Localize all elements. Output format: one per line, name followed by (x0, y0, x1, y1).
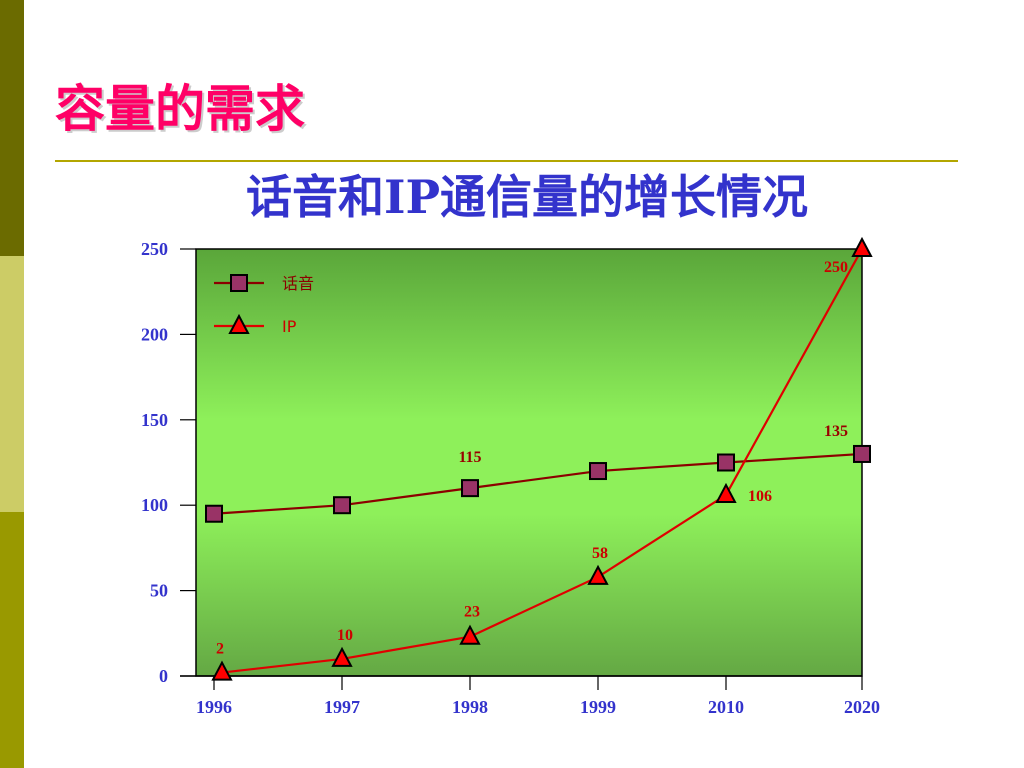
x-tick-label: 1996 (196, 697, 232, 717)
data-point (715, 482, 737, 503)
series-layer (205, 236, 873, 681)
x-tick-label: 2010 (708, 697, 744, 717)
legend-marker (230, 274, 248, 292)
series-line (213, 452, 863, 515)
y-tick-label: 150 (141, 410, 168, 430)
plot-area (195, 248, 863, 677)
y-tick-label: 100 (141, 495, 168, 515)
slide-title: 容量的需求 (55, 80, 305, 138)
legend-label: IP (282, 317, 297, 336)
data-point (587, 564, 609, 585)
data-point (717, 453, 735, 472)
data-point (853, 444, 871, 463)
y-tick-label: 200 (141, 324, 168, 344)
sidebar-band-top (0, 0, 24, 256)
x-tick-label: 1998 (452, 697, 488, 717)
legend-item: 话音 (214, 274, 314, 293)
series-ip (211, 236, 873, 681)
data-label-ip: 2 (216, 641, 224, 658)
sidebar-decoration (0, 0, 24, 768)
y-tick-label: 250 (141, 239, 168, 259)
x-tick-label: 1997 (324, 697, 360, 717)
data-point (459, 624, 481, 645)
x-tick-label: 1999 (580, 697, 616, 717)
series-line (221, 248, 863, 674)
data-label-ip: 10 (337, 627, 353, 644)
data-point (851, 236, 873, 257)
axes: 0 50 100 150 200 250 1996 1997 1998 1999 2010 2020 (141, 239, 880, 717)
legend: 话音 IP (214, 274, 314, 336)
data-point (461, 479, 479, 498)
x-tick-label: 2020 (844, 697, 880, 717)
data-label-ip: 23 (464, 604, 480, 621)
legend-label: 话音 (282, 274, 314, 293)
data-label-ip: 58 (592, 545, 608, 562)
series-voice (205, 444, 871, 523)
data-point (331, 646, 353, 667)
sidebar-band-bottom (0, 512, 24, 768)
sidebar-band-middle (0, 256, 24, 512)
data-point (333, 496, 351, 515)
data-labels: 115 135 2 10 23 58 106 250 (216, 259, 848, 658)
data-point (589, 462, 607, 481)
legend-item: IP (214, 313, 297, 336)
chart-title: 话音和IP通信量的增长情况 (245, 170, 809, 224)
data-label-voice: 115 (458, 449, 481, 466)
y-tick-label: 50 (150, 581, 168, 601)
title-divider (55, 160, 958, 162)
data-label-ip: 106 (748, 488, 772, 505)
data-label-ip: 250 (824, 259, 848, 276)
data-label-voice: 135 (824, 423, 848, 440)
y-tick-label: 0 (159, 666, 168, 686)
data-point (205, 504, 223, 523)
legend-marker (228, 313, 250, 334)
data-point (211, 660, 233, 681)
